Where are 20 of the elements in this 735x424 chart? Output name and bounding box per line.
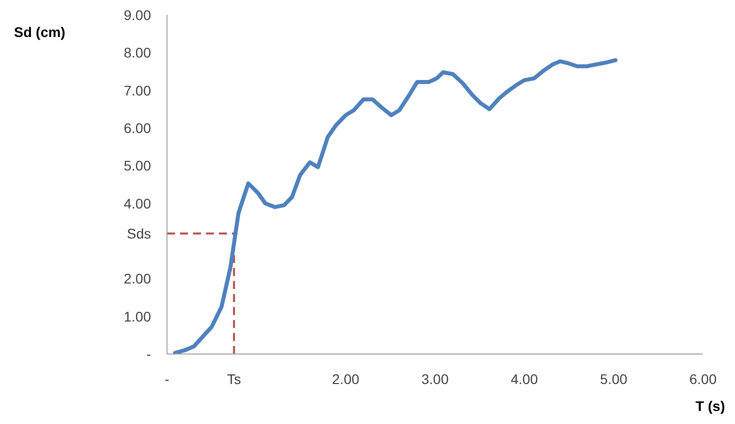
y-tick-label: 5.00 — [124, 158, 152, 174]
x-tick-label: 6.00 — [689, 370, 717, 387]
y-tick-label: 1.00 — [124, 308, 152, 324]
x-tick-label: 4.00 — [510, 370, 538, 387]
x-tick-label: - — [164, 370, 170, 387]
x-tick-label: 3.00 — [421, 370, 449, 387]
x-tick-label: 2.00 — [332, 370, 360, 387]
y-tick-label: 4.00 — [124, 195, 152, 212]
y-tick-label: 7.00 — [124, 82, 152, 98]
y-tick-label: 9.00 — [124, 6, 152, 23]
y-tick-label: 2.00 — [124, 270, 152, 287]
line-series — [173, 58, 618, 354]
x-tick-label: 5.00 — [600, 370, 628, 387]
y-tick-label: Sds — [126, 225, 151, 242]
y-tick-label: - — [146, 346, 152, 362]
y-tick-label: 8.00 — [124, 44, 152, 61]
x-tick-label: Ts — [227, 370, 241, 387]
x-axis-title: T (s) — [695, 398, 725, 414]
y-tick-label: 6.00 — [124, 120, 152, 136]
y-axis-title: Sd (cm) — [14, 24, 66, 40]
